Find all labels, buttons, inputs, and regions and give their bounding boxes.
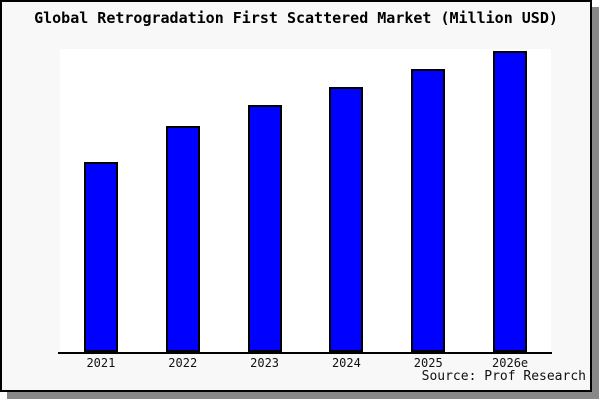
plot-area <box>60 49 551 352</box>
x-tick-2026e: 2026e <box>492 356 529 370</box>
x-tick-2024: 2024 <box>331 356 361 370</box>
x-tick-2025: 2025 <box>413 356 443 370</box>
x-tick-2022: 2022 <box>168 356 198 370</box>
x-axis-tick-labels: 2021 2022 2023 2024 2025 2026e <box>60 356 551 372</box>
x-tick-2023: 2023 <box>250 356 280 370</box>
chart-frame: Global Retrogradation First Scattered Ma… <box>0 0 592 392</box>
chart-title: Global Retrogradation First Scattered Ma… <box>34 9 558 27</box>
bar-2025 <box>411 69 446 352</box>
x-tick-2021: 2021 <box>86 356 116 370</box>
source-note: Source: Prof Research <box>421 369 586 384</box>
bar-2026e <box>493 51 528 352</box>
bar-2024 <box>329 87 364 352</box>
x-axis-line <box>58 352 552 354</box>
bar-2021 <box>83 162 118 352</box>
bar-2022 <box>165 126 200 352</box>
bar-2023 <box>247 105 282 352</box>
